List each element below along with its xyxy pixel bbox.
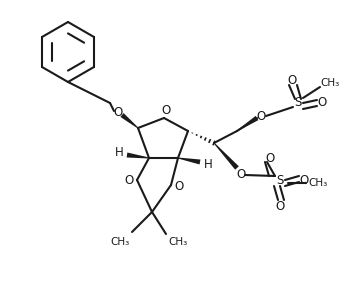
Polygon shape [237,116,258,131]
Text: O: O [299,173,309,187]
Text: O: O [275,199,285,212]
Text: O: O [256,111,266,123]
Text: S: S [276,173,284,187]
Text: O: O [124,175,134,187]
Text: O: O [161,103,171,117]
Text: CH₃: CH₃ [320,78,340,88]
Text: CH₃: CH₃ [308,178,328,188]
Text: O: O [287,74,297,88]
Text: O: O [113,105,123,119]
Text: S: S [294,97,302,109]
Text: O: O [174,179,184,193]
Polygon shape [120,113,138,128]
Text: CH₃: CH₃ [168,237,188,247]
Polygon shape [178,158,200,164]
Text: O: O [236,167,246,181]
Polygon shape [127,153,149,159]
Polygon shape [214,143,239,170]
Text: O: O [318,97,326,109]
Text: O: O [265,151,275,164]
Text: H: H [204,158,212,170]
Text: CH₃: CH₃ [110,237,130,247]
Text: H: H [115,147,124,159]
